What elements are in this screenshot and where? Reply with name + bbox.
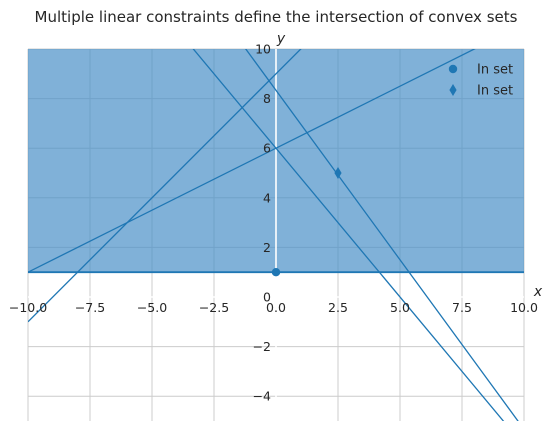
y-tick-label: 0 (263, 290, 271, 305)
x-tick-label: −2.5 (199, 300, 229, 315)
y-tick-label: 2 (263, 240, 271, 255)
chart-title: Multiple linear constraints define the i… (35, 8, 518, 26)
x-tick-label: 0.0 (266, 300, 286, 315)
legend: In set In set (448, 63, 513, 99)
y-tick-label: −4 (253, 389, 271, 404)
constraint-line-3 (28, 49, 302, 323)
tick-labels: −10.0 −7.5 −5.0 −2.5 0.0 2.5 5.0 7.5 10.0 −4 −2 0 2 4… (9, 42, 538, 404)
x-tick-label: 10.0 (510, 300, 538, 315)
constraint-line-5 (192, 49, 505, 421)
y-tick-label: −2 (253, 339, 271, 354)
y-tick-label: 4 (263, 190, 271, 205)
y-tick-label: 6 (263, 141, 271, 156)
x-axis-label: x (533, 284, 543, 300)
legend-marker-diamond (449, 84, 457, 96)
x-tick-label: −7.5 (75, 300, 105, 315)
constraint-line-4 (244, 49, 519, 421)
axes (28, 49, 524, 421)
x-tick-label: 7.5 (452, 300, 472, 315)
point-circle (271, 268, 281, 277)
y-tick-label: 8 (263, 91, 271, 106)
x-tick-label: 2.5 (328, 300, 348, 315)
legend-marker-circle (448, 64, 458, 74)
data-points (271, 167, 342, 277)
constraint-lines (28, 49, 524, 421)
y-axis-label: y (276, 31, 286, 47)
y-tick-label: 10 (255, 42, 271, 57)
x-tick-label: −5.0 (137, 300, 167, 315)
x-tick-label: 5.0 (390, 300, 410, 315)
legend-label: In set (477, 63, 513, 78)
point-diamond (334, 167, 342, 179)
x-tick-label: −10.0 (9, 300, 47, 315)
legend-label: In set (477, 84, 513, 99)
